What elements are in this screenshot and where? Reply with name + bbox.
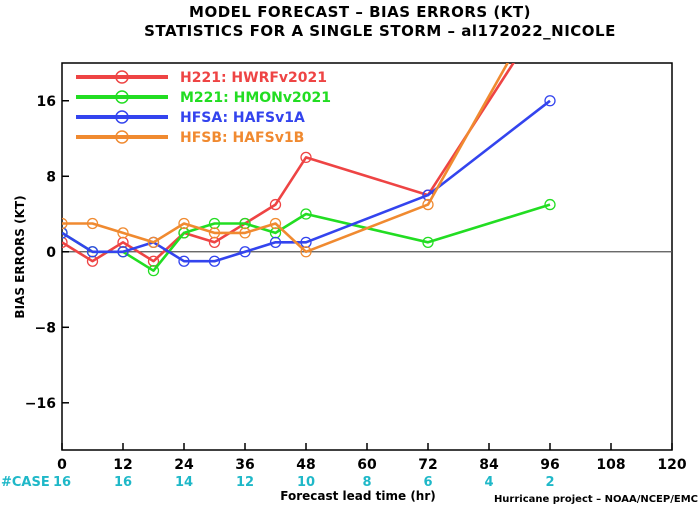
data-point: [300, 246, 312, 258]
series-line: [62, 63, 515, 263]
data-point: [544, 95, 556, 107]
legend-item-3: HFSA: HAFSv1A: [76, 110, 305, 126]
data-point: [178, 217, 190, 230]
y-axis-label: BIAS ERRORS (KT): [13, 195, 27, 318]
legend-marker: [115, 70, 129, 84]
series-line: [62, 99, 551, 263]
y-tick-label: 16: [37, 94, 56, 110]
data-point: [300, 151, 312, 164]
data-point: [147, 265, 160, 277]
data-point: [86, 246, 99, 258]
x-tick-label: 24: [174, 457, 194, 473]
legend-marker: [115, 110, 129, 124]
x-axis-label: Forecast lead time (hr): [280, 489, 436, 503]
series-line: [62, 63, 510, 254]
legend-label: HFSA: HAFSv1A: [180, 110, 305, 126]
x-tick-label: 48: [296, 457, 315, 473]
x-tick-label: 36: [235, 457, 254, 473]
y-tick-label: 8: [46, 169, 56, 185]
chart-title: MODEL FORECAST – BIAS ERRORS (KT): [189, 3, 531, 21]
series-4: [62, 63, 510, 258]
data-point: [208, 227, 221, 239]
x-tick-label: 108: [596, 457, 625, 473]
chart-subtitle: STATISTICS FOR A SINGLE STORM – al172022…: [144, 22, 616, 40]
data-point: [300, 208, 312, 220]
case-row-label: #CASE: [1, 475, 50, 490]
legend-item-4: HFSB: HAFSv1B: [76, 130, 304, 146]
data-point: [269, 198, 282, 211]
data-point: [62, 236, 68, 248]
case-count-label: 6: [423, 475, 432, 490]
case-count-label: 12: [236, 475, 254, 490]
legend-label: H221: HWRFv2021: [180, 70, 327, 86]
x-tick-label: 12: [113, 457, 132, 473]
x-tick-label: 0: [57, 457, 67, 473]
data-point: [117, 246, 129, 258]
data-point: [178, 255, 190, 267]
case-count-label: 4: [484, 475, 493, 490]
case-count-label: 2: [545, 475, 554, 490]
case-count-label: 10: [297, 475, 315, 490]
credit-text: Hurricane project – NOAA/NCEP/EMC: [494, 494, 698, 505]
case-count-label: 8: [362, 475, 371, 490]
legend-item-1: H221: HWRFv2021: [76, 70, 327, 86]
x-tick-label: 84: [479, 457, 499, 473]
data-point: [545, 1, 555, 11]
data-point: [544, 198, 556, 211]
data-point: [422, 198, 434, 211]
x-tick-label: 96: [540, 457, 559, 473]
data-point: [269, 217, 282, 230]
legend-label: HFSB: HAFSv1B: [180, 130, 304, 146]
legend-marker: [115, 130, 129, 144]
data-point: [269, 236, 282, 248]
legend-marker: [115, 90, 129, 104]
case-count-label: 16: [114, 475, 132, 490]
data-point: [86, 217, 99, 230]
case-count-label: 14: [175, 475, 193, 490]
legend-item-2: M221: HMONv2021: [76, 90, 331, 106]
data-point: [62, 227, 68, 239]
data-point: [239, 227, 251, 239]
data-point: [422, 236, 434, 248]
x-tick-label: 72: [418, 457, 437, 473]
data-point: [117, 227, 129, 239]
data-point: [208, 255, 221, 267]
data-point: [147, 236, 160, 248]
y-tick-label: −8: [35, 320, 56, 336]
series-3: [62, 95, 556, 267]
case-count-label: 16: [53, 475, 71, 490]
data-point: [62, 217, 68, 230]
x-tick-label: 60: [357, 457, 377, 473]
y-tick-label: −16: [25, 396, 56, 412]
y-tick-label: 0: [46, 245, 56, 261]
legend-label: M221: HMONv2021: [180, 90, 331, 106]
x-tick-label: 120: [657, 457, 686, 473]
data-point: [239, 246, 251, 258]
